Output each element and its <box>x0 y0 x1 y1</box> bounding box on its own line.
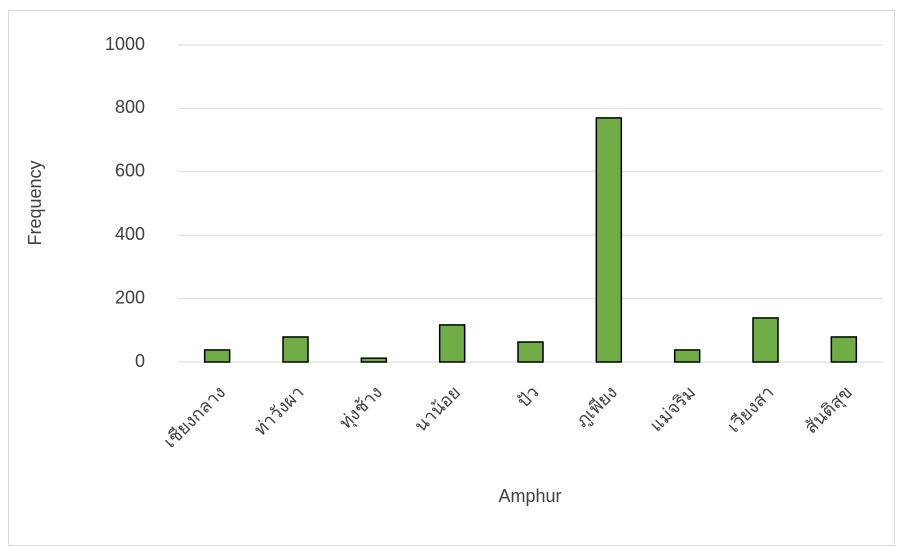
y-axis-title: Frequency <box>25 160 45 245</box>
y-tick-label: 800 <box>115 97 145 117</box>
y-tick-label: 600 <box>115 161 145 181</box>
bar <box>830 336 858 363</box>
x-axis-title: Amphur <box>498 486 561 506</box>
chart-border <box>8 10 895 546</box>
bar <box>203 349 231 363</box>
bar <box>595 117 623 363</box>
bar <box>673 349 701 363</box>
y-tick-label: 400 <box>115 224 145 244</box>
y-tick-label: 1000 <box>105 34 145 54</box>
bar <box>438 324 466 363</box>
bar <box>517 341 544 363</box>
bar <box>752 317 779 363</box>
y-tick-label: 200 <box>115 287 145 307</box>
bar <box>282 336 309 363</box>
y-tick-label: 0 <box>135 351 145 371</box>
bar <box>360 357 388 363</box>
